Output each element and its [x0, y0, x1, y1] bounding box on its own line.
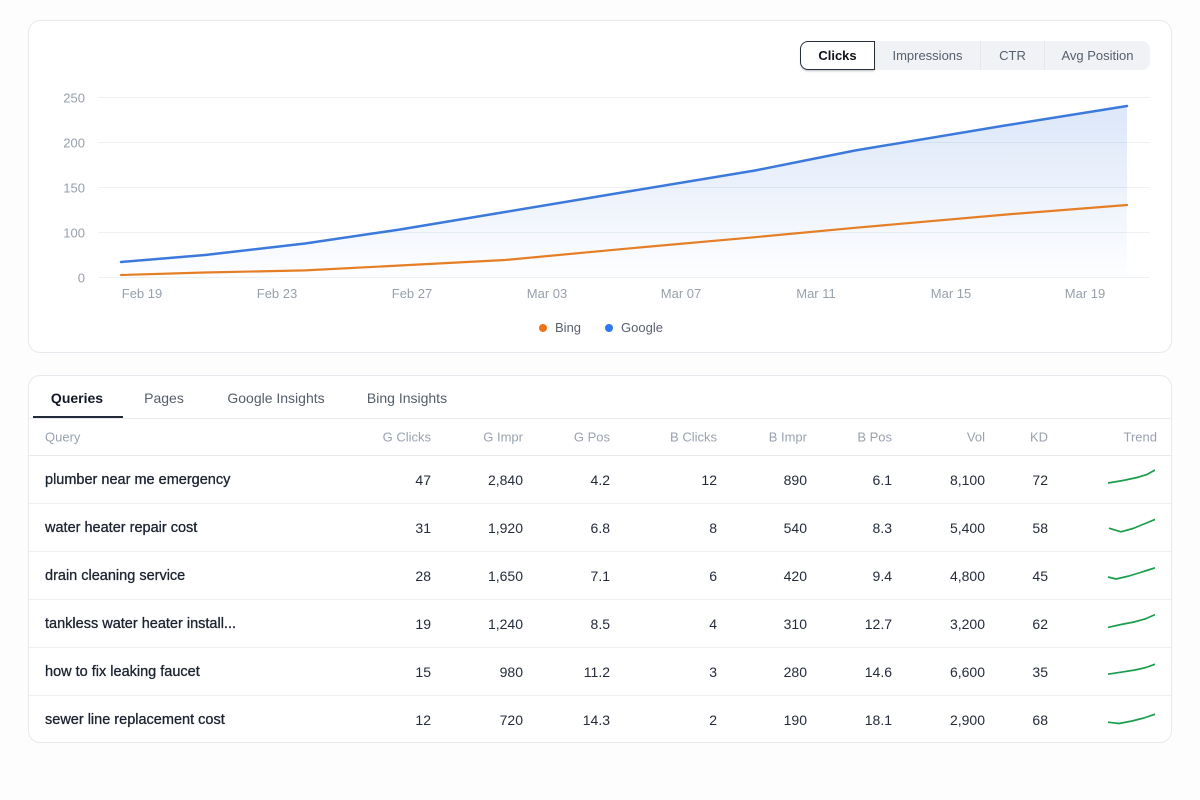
- svg-text:0: 0: [78, 271, 85, 286]
- svg-text:200: 200: [63, 136, 85, 151]
- svg-text:Mar 15: Mar 15: [931, 286, 971, 301]
- svg-text:Feb 27: Feb 27: [392, 286, 432, 301]
- svg-text:Mar 07: Mar 07: [661, 286, 701, 301]
- svg-text:Feb 23: Feb 23: [257, 286, 297, 301]
- svg-text:Mar 19: Mar 19: [1065, 286, 1105, 301]
- svg-text:150: 150: [63, 181, 85, 196]
- svg-text:100: 100: [63, 226, 85, 241]
- svg-text:Mar 11: Mar 11: [796, 286, 836, 301]
- svg-text:Feb 19: Feb 19: [122, 286, 162, 301]
- svg-text:250: 250: [63, 91, 85, 106]
- svg-text:Mar 03: Mar 03: [527, 286, 567, 301]
